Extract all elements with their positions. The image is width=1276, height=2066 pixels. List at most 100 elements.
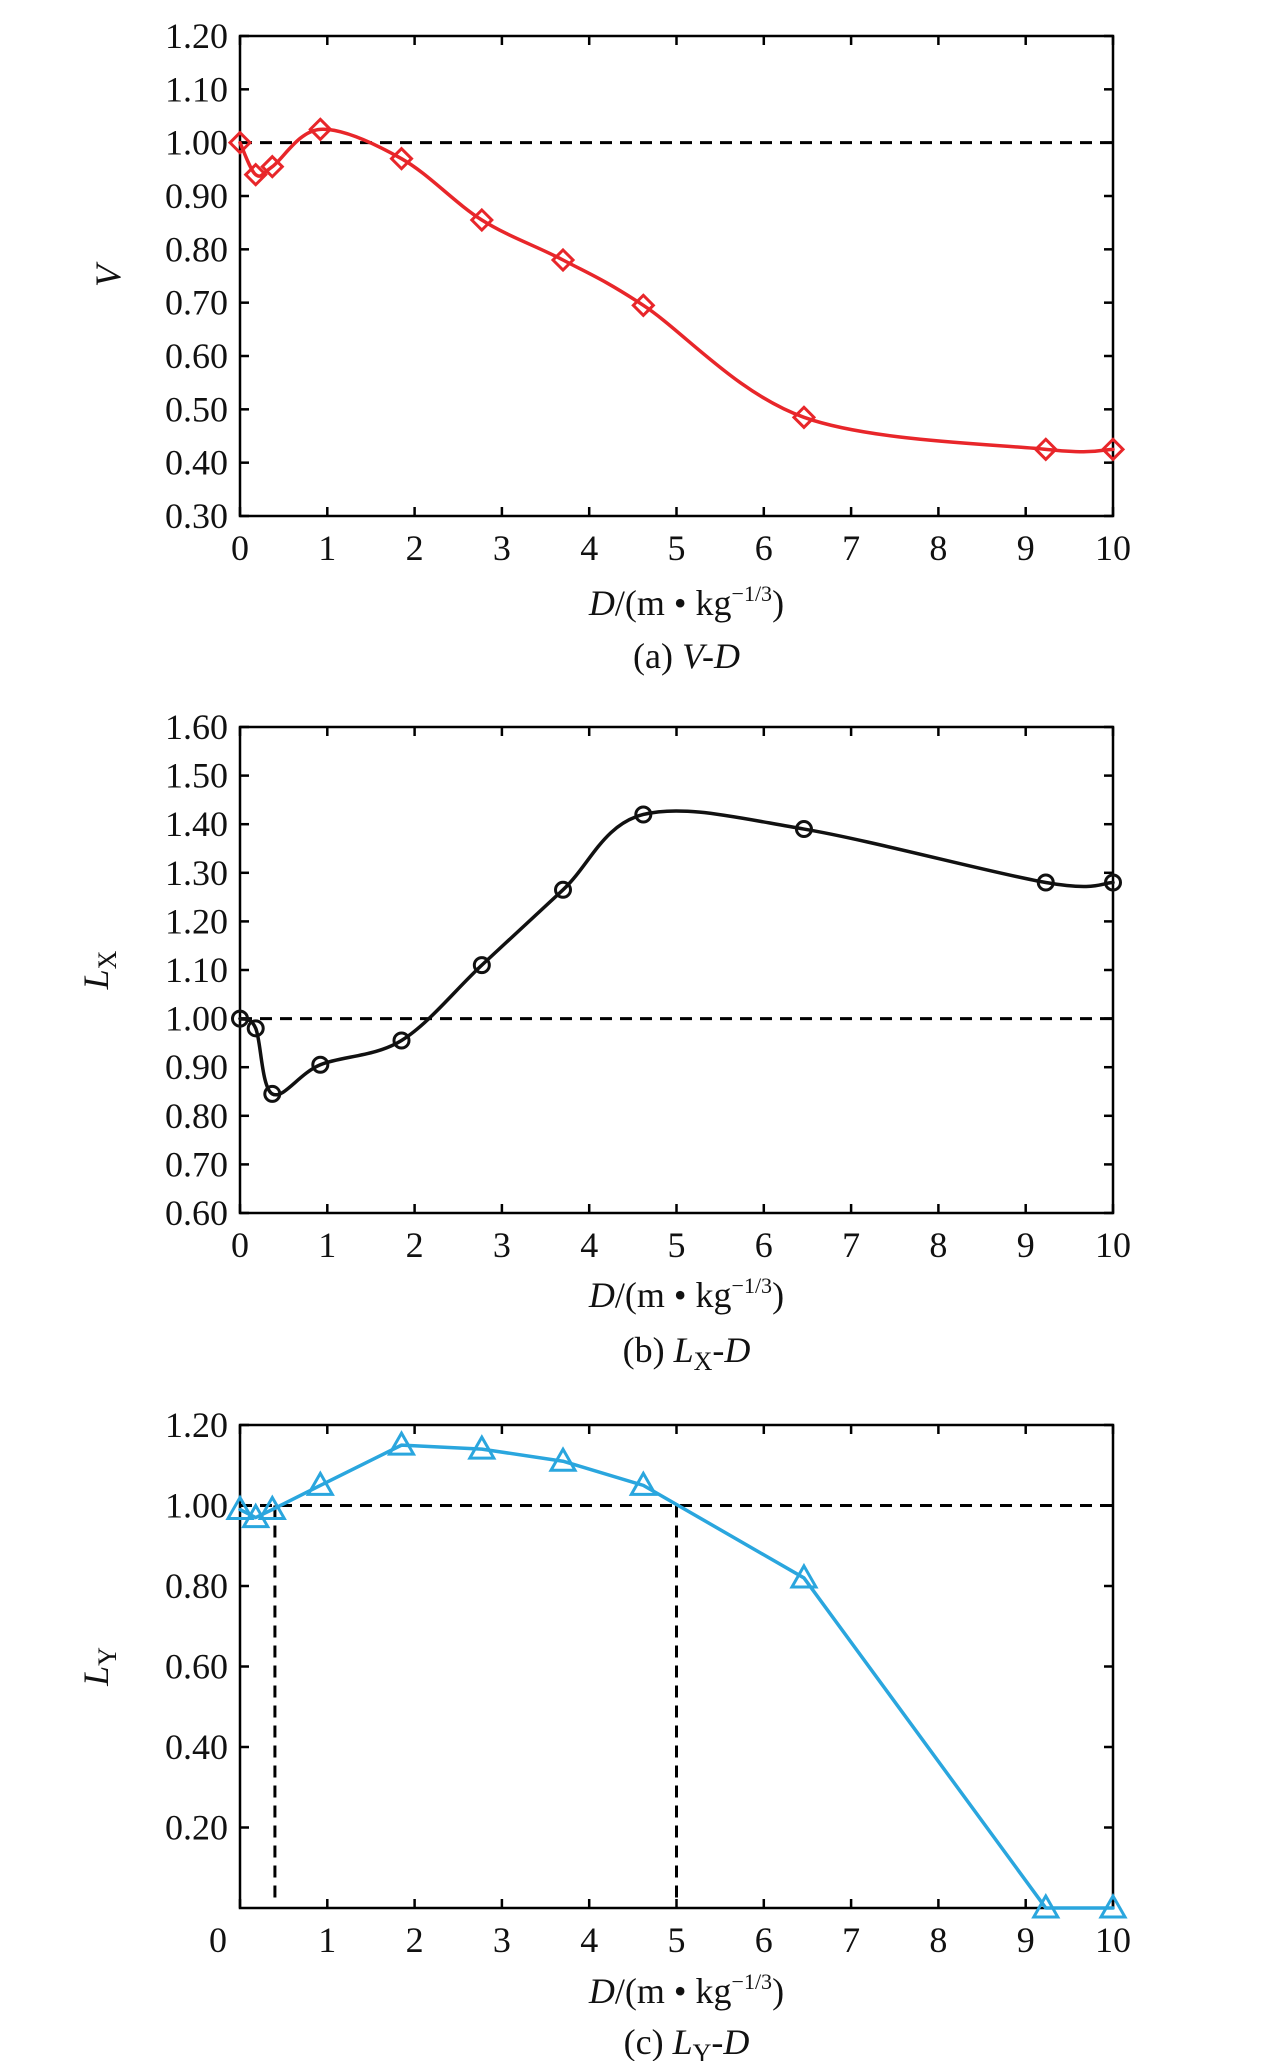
y-tick-label: 0.70 xyxy=(165,1144,228,1184)
series-line xyxy=(238,809,1115,1097)
x-tick-label: 0 xyxy=(231,1225,249,1265)
x-axis-close: ) xyxy=(772,1971,784,2011)
y-tick-label: 0.80 xyxy=(165,1566,228,1606)
x-tick-label: 4 xyxy=(580,1225,598,1265)
x-tick-label: 8 xyxy=(929,1920,947,1960)
x-tick-label: 5 xyxy=(668,1225,686,1265)
x-axis-title: D/(m • kg−1/3) xyxy=(588,581,784,623)
data-point-triangle xyxy=(386,1430,417,1456)
x-axis-close: ) xyxy=(772,1275,784,1315)
x-tick-label: 4 xyxy=(580,1920,598,1960)
caption-subscript: X xyxy=(694,1347,713,1376)
x-tick-label: 3 xyxy=(493,1920,511,1960)
data-point-diamond xyxy=(631,293,656,318)
x-tick-label: 6 xyxy=(755,1225,773,1265)
data-point-circle xyxy=(554,880,573,899)
x-tick-label: 7 xyxy=(842,1225,860,1265)
y-tick-label: 1.60 xyxy=(165,707,228,747)
y-axis-symbol: L xyxy=(76,969,116,990)
y-axis-title: LY xyxy=(76,1647,122,1687)
data-point-triangle xyxy=(257,1494,287,1521)
x-tick-label: 5 xyxy=(668,1920,686,1960)
caption-prefix: (b) xyxy=(623,1330,674,1370)
x-axis-exponent: −1/3 xyxy=(732,581,773,606)
y-axis-subscript: X xyxy=(93,950,122,969)
panel-caption: (a) V-D xyxy=(633,636,740,676)
data-point-circle xyxy=(231,1009,249,1028)
x-tick-label: 0 xyxy=(231,528,249,568)
y-tick-label: 1.00 xyxy=(165,999,228,1039)
y-tick-label: 1.00 xyxy=(165,123,228,163)
data-point-triangle xyxy=(305,1470,335,1496)
data-point-triangle xyxy=(467,1434,497,1460)
x-tick-label: 0 xyxy=(209,1920,227,1960)
data-point-circle xyxy=(311,1055,330,1074)
y-tick-label: 1.30 xyxy=(165,853,228,893)
y-tick-label: 0.60 xyxy=(165,336,228,376)
y-tick-label: 0.60 xyxy=(165,1647,228,1687)
x-tick-label: 1 xyxy=(318,1920,336,1960)
data-point-circle xyxy=(246,1019,265,1038)
x-tick-label: 2 xyxy=(406,528,424,568)
data-point-circle xyxy=(263,1084,282,1103)
x-axis-title: D/(m • kg−1/3) xyxy=(588,1969,784,2011)
x-tick-label: 3 xyxy=(493,528,511,568)
y-tick-label: 0.80 xyxy=(165,229,228,269)
x-axis-close: ) xyxy=(772,583,784,623)
y-tick-label: 1.10 xyxy=(165,69,228,109)
x-tick-label: 6 xyxy=(755,1920,773,1960)
data-point-diamond xyxy=(243,162,268,187)
x-axis-unit: /(m • kg xyxy=(615,583,732,623)
y-axis-subscript: Y xyxy=(93,1647,122,1666)
x-axis-unit: /(m • kg xyxy=(615,1275,732,1315)
x-axis-title: D/(m • kg−1/3) xyxy=(588,1273,784,1315)
y-tick-label: 0.90 xyxy=(165,1047,228,1087)
data-point-circle xyxy=(634,805,653,824)
x-tick-label: 6 xyxy=(755,528,773,568)
caption-subscript: Y xyxy=(693,2039,712,2061)
x-tick-label: 7 xyxy=(842,1920,860,1960)
data-point-diamond xyxy=(260,154,285,179)
caption-suffix: -D xyxy=(712,1330,750,1370)
y-tick-label: 0.30 xyxy=(165,496,228,536)
data-point-diamond xyxy=(469,207,494,233)
data-point-diamond xyxy=(308,117,333,142)
x-tick-label: 8 xyxy=(929,528,947,568)
x-axis-unit: /(m • kg xyxy=(615,1971,732,2011)
y-tick-label: 0.50 xyxy=(165,389,228,429)
data-point-triangle xyxy=(548,1446,578,1472)
x-tick-label: 1 xyxy=(318,1225,336,1265)
plot-frame xyxy=(238,725,1115,1215)
x-tick-label: 3 xyxy=(493,1225,511,1265)
y-axis-title: V xyxy=(88,261,128,287)
y-tick-label: 1.20 xyxy=(165,16,228,56)
x-tick-label: 10 xyxy=(1095,1225,1131,1265)
x-tick-label: 10 xyxy=(1095,528,1131,568)
data-point-triangle xyxy=(1031,1892,1061,1919)
x-tick-label: 9 xyxy=(1017,1920,1035,1960)
data-point-diamond xyxy=(1033,437,1058,462)
caption-prefix: (a) xyxy=(633,636,682,676)
caption-prefix: (c) xyxy=(624,2022,673,2061)
x-tick-label: 1 xyxy=(318,528,336,568)
data-point-circle xyxy=(1104,873,1122,892)
y-axis-title: LX xyxy=(76,950,122,990)
y-tick-label: 0.20 xyxy=(165,1808,228,1848)
y-tick-label: 1.20 xyxy=(165,1405,228,1445)
y-tick-label: 0.80 xyxy=(165,1096,228,1136)
data-point-circle xyxy=(1036,873,1055,892)
y-tick-label: 1.40 xyxy=(165,804,228,844)
y-tick-label: 0.70 xyxy=(165,283,228,323)
caption-main: L xyxy=(672,2022,693,2061)
caption-main: V-D xyxy=(682,636,740,676)
x-tick-label: 9 xyxy=(1017,1225,1035,1265)
panel-caption: (b) LX-D xyxy=(623,1330,751,1376)
x-tick-label: 7 xyxy=(842,528,860,568)
x-tick-label: 2 xyxy=(406,1225,424,1265)
x-tick-label: 5 xyxy=(668,528,686,568)
x-tick-label: 8 xyxy=(929,1225,947,1265)
data-point-triangle xyxy=(628,1470,658,1496)
data-point-circle xyxy=(472,956,491,975)
data-point-triangle xyxy=(225,1494,255,1521)
